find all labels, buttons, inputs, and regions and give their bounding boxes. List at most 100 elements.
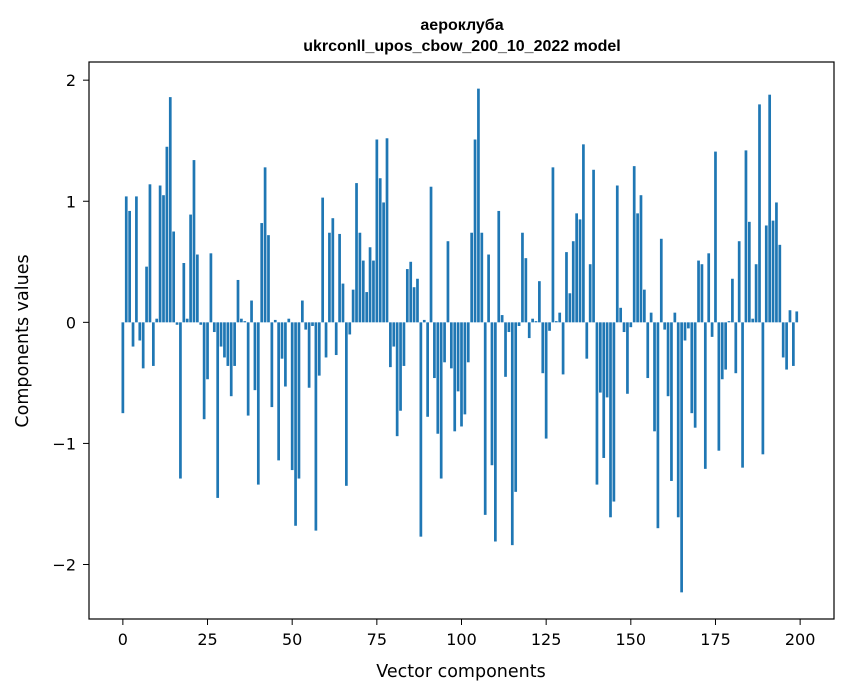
bar bbox=[240, 318, 243, 323]
bar bbox=[731, 278, 734, 323]
bar bbox=[754, 264, 758, 323]
bar bbox=[243, 321, 247, 323]
x-tick-label: 50 bbox=[282, 630, 302, 649]
bar bbox=[541, 322, 545, 374]
bar bbox=[334, 322, 338, 356]
bar bbox=[653, 322, 656, 432]
bar bbox=[588, 264, 592, 323]
bar bbox=[582, 144, 585, 323]
bar bbox=[504, 322, 507, 377]
bar bbox=[253, 322, 257, 391]
bar bbox=[775, 202, 778, 323]
bar bbox=[317, 322, 321, 376]
bar bbox=[707, 253, 711, 323]
bar bbox=[578, 219, 582, 323]
y-axis-label: Components values bbox=[13, 254, 33, 427]
bar bbox=[663, 322, 667, 330]
bar bbox=[365, 292, 369, 323]
bar bbox=[419, 322, 423, 537]
bar bbox=[700, 264, 704, 323]
bar bbox=[598, 322, 602, 393]
bar bbox=[554, 321, 558, 323]
bar bbox=[162, 195, 165, 323]
bar bbox=[626, 322, 629, 394]
bar bbox=[497, 210, 501, 323]
bar bbox=[768, 94, 772, 323]
bar bbox=[521, 232, 524, 323]
bar bbox=[223, 322, 226, 358]
bar bbox=[341, 283, 345, 323]
bar bbox=[747, 221, 751, 323]
bar bbox=[592, 169, 595, 323]
bar bbox=[737, 241, 741, 323]
bar bbox=[206, 322, 209, 380]
bar bbox=[764, 225, 768, 323]
bar bbox=[612, 322, 616, 502]
bar bbox=[179, 322, 182, 479]
bar bbox=[636, 213, 639, 323]
bar bbox=[351, 289, 355, 323]
chart-title: аероклуба bbox=[420, 17, 503, 34]
bar bbox=[422, 319, 426, 323]
bar bbox=[273, 319, 277, 323]
bar bbox=[338, 233, 341, 323]
bar bbox=[378, 178, 382, 323]
bar bbox=[595, 322, 599, 485]
bar bbox=[290, 322, 294, 471]
bar bbox=[128, 210, 131, 323]
bar bbox=[727, 321, 731, 323]
bar bbox=[788, 310, 792, 323]
bar bbox=[544, 322, 548, 439]
bar bbox=[605, 322, 609, 398]
bar bbox=[196, 254, 199, 323]
bar bbox=[500, 315, 504, 323]
bar bbox=[385, 138, 389, 323]
bar bbox=[236, 279, 240, 323]
bar bbox=[683, 322, 687, 341]
bar bbox=[182, 263, 186, 323]
bar bbox=[761, 322, 765, 455]
bar bbox=[209, 253, 213, 323]
bar bbox=[155, 318, 159, 323]
bar bbox=[389, 322, 392, 368]
bar bbox=[470, 232, 474, 323]
bar bbox=[453, 322, 457, 432]
bar bbox=[402, 322, 406, 366]
bar bbox=[145, 266, 148, 323]
bar bbox=[297, 322, 301, 479]
bar bbox=[199, 322, 203, 325]
bar bbox=[680, 322, 683, 593]
bar bbox=[124, 196, 128, 323]
bar bbox=[372, 260, 375, 323]
bar bbox=[615, 185, 619, 323]
bar bbox=[165, 146, 169, 323]
bar bbox=[250, 300, 253, 323]
bar bbox=[148, 184, 152, 323]
bar bbox=[229, 322, 233, 397]
bar bbox=[795, 311, 799, 323]
bar bbox=[324, 322, 328, 358]
bar bbox=[781, 322, 785, 358]
bar bbox=[267, 235, 270, 323]
plot-frame bbox=[88, 61, 835, 620]
bar bbox=[646, 322, 650, 379]
bar bbox=[514, 322, 518, 492]
bar bbox=[656, 322, 660, 529]
bar bbox=[361, 260, 365, 323]
bar bbox=[345, 322, 348, 486]
bar bbox=[246, 322, 250, 416]
bar bbox=[534, 321, 538, 323]
bar bbox=[321, 197, 325, 323]
bar bbox=[771, 220, 775, 323]
bar bbox=[256, 322, 260, 485]
bar bbox=[575, 213, 578, 323]
x-tick-label: 175 bbox=[700, 630, 731, 649]
x-tick-label: 200 bbox=[785, 630, 816, 649]
bar bbox=[375, 139, 379, 323]
y-axis-ticks: −2 −1 0 1 2 bbox=[52, 71, 89, 575]
bar bbox=[392, 322, 396, 347]
bar bbox=[659, 238, 663, 323]
bar bbox=[263, 167, 267, 323]
bar bbox=[551, 167, 555, 323]
bar bbox=[151, 322, 155, 366]
